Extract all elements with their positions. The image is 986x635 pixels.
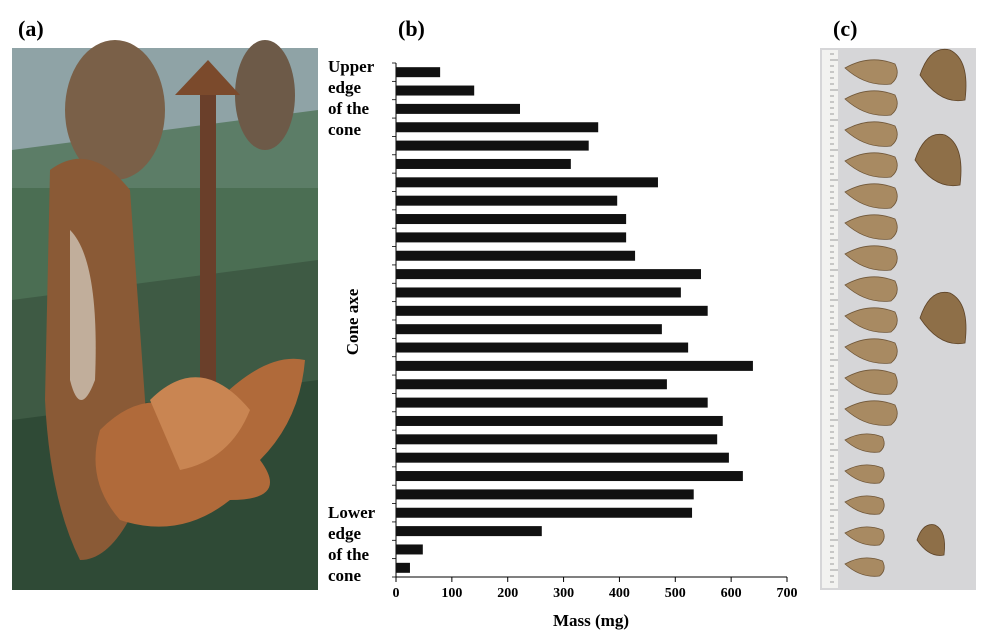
seed — [844, 369, 898, 395]
bar — [396, 415, 723, 426]
panel-label: (a) — [18, 16, 44, 41]
bar — [396, 195, 618, 206]
panel-label: (c) — [833, 16, 857, 41]
bar — [396, 379, 667, 390]
x-tick-label: 200 — [497, 586, 518, 601]
annotation: Upper — [328, 57, 375, 76]
seed — [844, 183, 898, 209]
bar — [396, 452, 729, 463]
bar — [396, 158, 571, 169]
annotation: cone — [328, 120, 362, 139]
seed — [844, 276, 898, 302]
bar — [396, 397, 708, 408]
seed — [844, 338, 898, 364]
seed — [844, 90, 898, 116]
seed — [844, 557, 885, 577]
bar — [396, 489, 694, 500]
bar — [396, 214, 627, 225]
x-tick-label: 0 — [393, 586, 400, 601]
bar — [396, 507, 693, 518]
seed — [844, 400, 898, 426]
bar — [396, 232, 627, 243]
bar — [396, 250, 636, 261]
x-tick-label: 400 — [609, 586, 630, 601]
x-tick-label: 300 — [553, 586, 574, 601]
bar — [396, 471, 743, 482]
bar — [396, 544, 423, 555]
annotation: Lower — [328, 503, 376, 522]
bar — [396, 562, 410, 573]
panel-label: (b) — [398, 16, 425, 41]
bar — [396, 67, 441, 78]
seed — [844, 433, 885, 453]
bar — [396, 85, 475, 96]
x-tick-label: 500 — [665, 586, 686, 601]
seed — [844, 245, 898, 271]
annotation: edge — [328, 524, 362, 543]
seed — [844, 495, 885, 515]
seed-wing — [914, 133, 962, 187]
x-tick-label: 600 — [721, 586, 742, 601]
seed — [844, 464, 885, 484]
seed — [844, 526, 885, 546]
seed — [844, 152, 898, 178]
bar — [396, 287, 681, 298]
bar — [396, 324, 662, 335]
seed-wing — [919, 291, 967, 345]
bar — [396, 122, 599, 133]
x-tick-label: 700 — [777, 586, 798, 601]
bar — [396, 305, 708, 316]
bar — [396, 269, 701, 280]
photo-c — [820, 48, 976, 590]
seed — [844, 121, 898, 147]
seed-wing — [916, 524, 945, 556]
y-axis-label: Cone axe — [343, 288, 362, 355]
bar — [396, 434, 718, 445]
bar — [396, 103, 521, 114]
bar — [396, 140, 589, 151]
x-axis-label: Mass (mg) — [553, 611, 629, 630]
annotation: edge — [328, 78, 362, 97]
annotation: of the — [328, 545, 370, 564]
seed-wing — [919, 48, 967, 102]
annotation: of the — [328, 99, 370, 118]
annotation: cone — [328, 566, 362, 585]
photo-a — [12, 40, 318, 590]
bar — [396, 526, 542, 537]
bar — [396, 342, 689, 353]
bar — [396, 360, 753, 371]
x-tick-label: 100 — [441, 586, 462, 601]
seed — [844, 214, 898, 240]
bar — [396, 177, 658, 188]
seed — [844, 307, 898, 333]
seed — [844, 59, 898, 85]
